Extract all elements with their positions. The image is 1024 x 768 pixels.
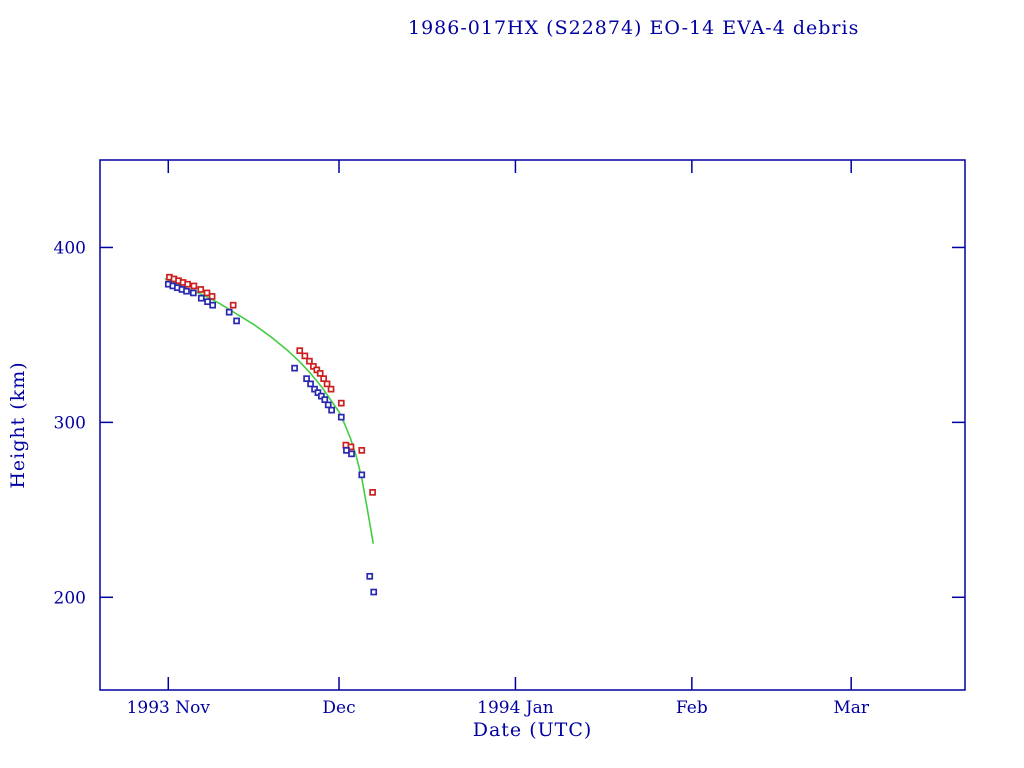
perigee-height-point (189, 289, 197, 297)
apogee-height-point (229, 301, 237, 309)
apogee-height-point (337, 399, 345, 407)
chart-title: 1986-017HX (S22874) EO-14 EVA-4 debris (408, 17, 860, 39)
perigee-height-series (164, 280, 378, 596)
x-tick-label: Feb (676, 698, 708, 718)
perigee-height-point (209, 301, 217, 309)
perigee-height-point (337, 413, 345, 421)
perigee-height-point (311, 385, 318, 393)
apogee-height-point (203, 289, 211, 297)
perigee-height-point (318, 392, 325, 400)
perigee-height-point (225, 308, 233, 316)
x-axis-label: Date (UTC) (472, 719, 593, 741)
x-tick-label: 1993 Nov (127, 698, 211, 718)
apogee-height-point (323, 380, 331, 388)
apogee-height-point (358, 447, 366, 454)
apogee-height-point (208, 293, 216, 300)
perigee-height-point (370, 588, 378, 596)
perigee-height-point (314, 389, 322, 396)
apogee-height-point (310, 363, 317, 370)
perigee-height-point (343, 447, 350, 454)
apogee-height-point (184, 280, 191, 288)
x-tick-label: Mar (833, 698, 870, 718)
apogee-height-point (342, 441, 350, 449)
apogee-height-series (166, 273, 376, 496)
plot-frame (99, 159, 966, 691)
perigee-height-point (366, 572, 374, 580)
apogee-height-point (197, 286, 205, 293)
perigee-height-point (321, 396, 329, 403)
x-tick-label: Dec (322, 698, 355, 718)
apogee-height-point (347, 443, 355, 451)
apogee-height-point (320, 375, 327, 382)
perigee-height-point (307, 380, 314, 388)
decay-fit-curve (164, 278, 374, 544)
perigee-height-point (291, 364, 298, 372)
perigee-height-point (303, 375, 310, 382)
perigee-height-point (233, 317, 240, 325)
perigee-height-point (197, 294, 205, 302)
perigee-height-point (328, 406, 335, 414)
x-tick-label: 1994 Jan (477, 698, 554, 718)
apogee-height-point (369, 488, 376, 496)
apogee-height-point (301, 352, 309, 360)
apogee-height-point (190, 282, 198, 290)
y-tick-label: 200 (54, 588, 86, 608)
apogee-height-point (313, 366, 321, 374)
perigee-height-point (348, 450, 355, 458)
apogee-height-point (316, 370, 324, 377)
y-tick-label: 400 (54, 238, 86, 258)
perigee-height-point (204, 298, 211, 306)
y-tick-label: 300 (54, 413, 86, 433)
perigee-height-point (324, 401, 332, 409)
axis-ticks: 1993 Nov Dec 1994 Jan Feb Mar 200 300 400 (54, 160, 965, 718)
apogee-height-point (296, 347, 304, 355)
apogee-height-point (306, 357, 313, 365)
perigee-height-point (358, 471, 366, 479)
perigee-height-point (183, 287, 190, 295)
apogee-height-point (327, 385, 335, 393)
